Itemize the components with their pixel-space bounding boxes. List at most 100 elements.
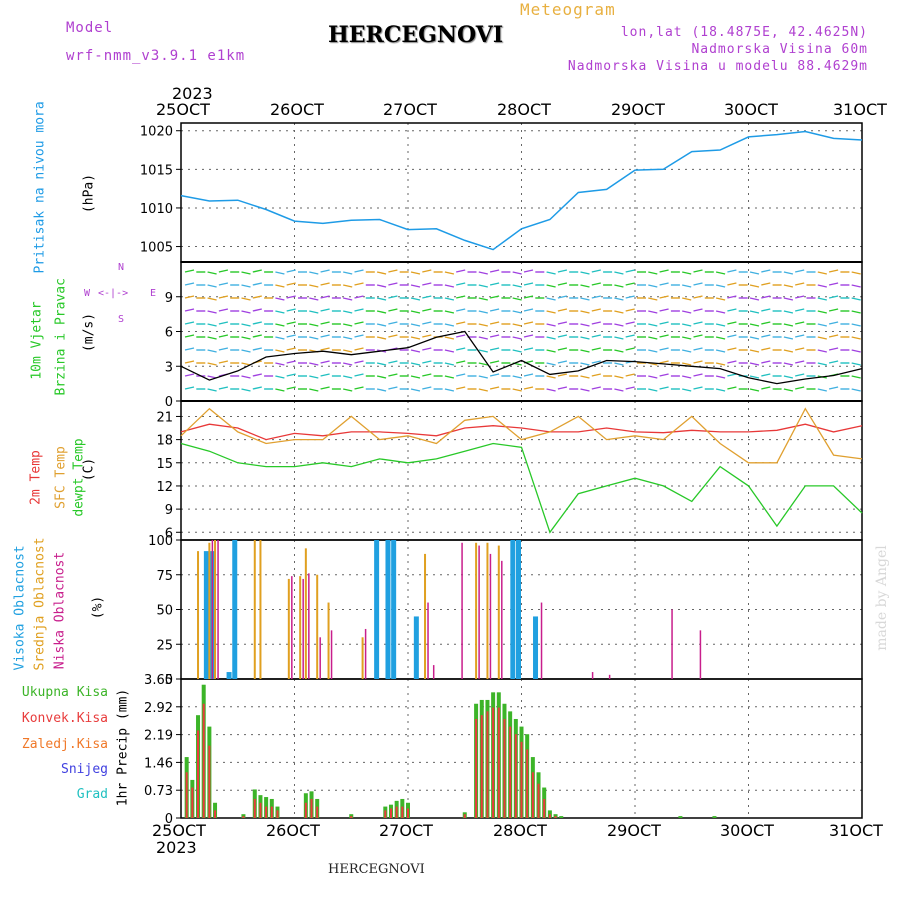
low-cloud-bar (319, 637, 321, 679)
wind-barb (388, 269, 398, 273)
wind-barb (828, 360, 839, 364)
wind-barb (625, 308, 635, 312)
conv-rain-bar (191, 787, 194, 818)
wind-barb (761, 295, 771, 299)
wind-barb (591, 269, 601, 273)
wind-barb (851, 349, 861, 353)
wind-barb (795, 308, 805, 312)
wind-barb (727, 295, 737, 299)
wind-barb (376, 284, 387, 288)
wind-barb (693, 269, 703, 273)
wind-barb (275, 388, 285, 392)
conv-rain-bar (259, 802, 262, 818)
mid-cloud-bar (208, 542, 211, 679)
wind-barb (456, 321, 466, 325)
wind-barb (252, 269, 262, 273)
wind-barb (388, 295, 398, 299)
wind-barb (275, 349, 285, 353)
wind-barb (309, 336, 319, 340)
wind-barb (614, 375, 624, 379)
compass-w: W (84, 288, 91, 299)
wind-barb (275, 362, 285, 366)
wind-barb (580, 336, 590, 340)
conv-rain-bar (486, 711, 489, 818)
y-tick-label: 2.92 (144, 701, 173, 716)
wind-barb (659, 321, 669, 325)
conv-rain-bar (270, 806, 273, 818)
wind-barb (218, 386, 229, 390)
date-bottom-0: 25OCT (152, 821, 206, 840)
wind-barb (715, 362, 726, 366)
wind-barb (456, 295, 466, 299)
wind-barb (388, 360, 398, 364)
wind-barb (817, 388, 827, 392)
wind-barb (309, 388, 319, 392)
y-tick-label: 3 (165, 360, 173, 375)
wind-barb (557, 386, 568, 390)
wind-barb (795, 282, 805, 286)
wind-barb (207, 362, 217, 366)
wind-barb (410, 271, 421, 275)
wind-barb (659, 282, 669, 286)
conv-rain-bar (310, 798, 313, 818)
date-top-2: 27OCT (383, 100, 437, 119)
wind-barb (456, 386, 466, 390)
wind-barb (478, 336, 488, 340)
wind-barb (546, 349, 556, 353)
conv-rain-bar (492, 707, 495, 818)
wind-barb (817, 310, 827, 314)
wind-barb (241, 336, 251, 340)
wind-barb (218, 360, 229, 364)
wind-barb (614, 297, 624, 301)
wind-barb (851, 336, 861, 340)
wind-barb (614, 349, 624, 353)
wind-barb (286, 295, 296, 299)
wind-barb (320, 295, 330, 299)
mid-cloud-bar (316, 574, 319, 679)
wind-barb (795, 295, 805, 299)
date-bottom-5: 30OCT (720, 821, 774, 840)
date-top-6: 31OCT (833, 100, 887, 119)
wind-barb (388, 308, 398, 312)
elevation-label: Nadmorska Visina 60m (691, 42, 868, 57)
wind-barb (478, 284, 488, 288)
wind-barb (388, 282, 398, 286)
wind-barb (218, 321, 229, 325)
wind-barb (523, 347, 534, 351)
wind-barb (715, 336, 726, 340)
wind-barb (682, 336, 692, 340)
conv-rain-bar (401, 806, 404, 818)
wind-barb (422, 334, 432, 338)
conv-rain-bar (316, 806, 319, 818)
mid-cloud-bar (253, 540, 256, 679)
sfc-temp-series-line (180, 407, 863, 464)
wind-barb (410, 336, 421, 340)
wind-barb (546, 271, 556, 275)
wind-barb (546, 336, 556, 340)
conv-rain-bar (463, 814, 466, 818)
high-cloud-bar (232, 540, 238, 679)
conv-rain-bar (389, 808, 392, 818)
wind-barb (546, 323, 556, 327)
wind-barb (659, 386, 669, 390)
wind-barb (184, 295, 195, 299)
wind-barb (557, 334, 568, 338)
wind-barb (659, 347, 669, 351)
wind-barb (614, 388, 624, 392)
wind-barb (320, 360, 330, 364)
wind-barb (817, 362, 827, 366)
wind-barb (659, 334, 669, 338)
wind-barb (546, 297, 556, 301)
wind-barb (851, 362, 861, 366)
wind-barb (309, 310, 319, 314)
wind-barb (828, 282, 839, 286)
wind-barb (795, 373, 805, 377)
wind-barb (828, 269, 839, 273)
wind-barb (512, 349, 522, 353)
date-top-3: 28OCT (497, 100, 551, 119)
conv-rain-bar (395, 806, 398, 818)
wind-barb (275, 336, 285, 340)
y-tick-label: 100 (148, 534, 173, 549)
mid-cloud-bar (327, 602, 330, 679)
wind-barb (614, 284, 624, 288)
